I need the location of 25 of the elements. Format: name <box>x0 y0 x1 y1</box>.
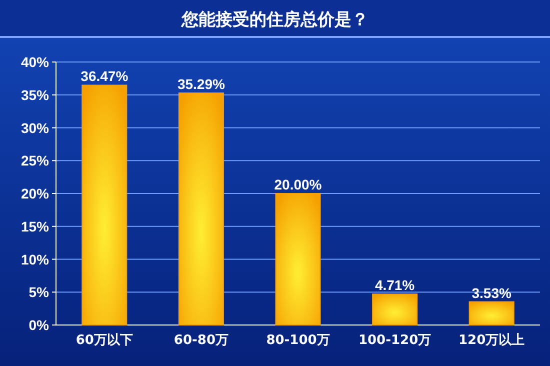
data-label: 4.71% <box>374 277 416 294</box>
y-tick-label: 10% <box>20 251 50 268</box>
chart-title: 您能接受的住房总价是？ <box>180 10 368 30</box>
bar <box>275 193 321 326</box>
y-tick-label: 20% <box>20 186 50 202</box>
data-label: 35.29% <box>177 76 226 92</box>
data-label: 36.47% <box>80 68 129 84</box>
y-tick-label: 35% <box>20 86 50 103</box>
bar <box>82 84 128 326</box>
data-label: 3.53% <box>472 284 512 301</box>
y-tick-label: 5% <box>28 284 50 300</box>
x-tick-label: 100-120万 <box>358 333 432 348</box>
x-tick-label: 60-80万 <box>174 333 228 348</box>
bar <box>178 92 224 326</box>
bar <box>468 301 514 326</box>
x-tick-label: 60万以下 <box>76 333 133 348</box>
x-tick-label: 80-100万 <box>266 333 330 348</box>
data-label: 20.00% <box>274 176 322 192</box>
y-tick-label: 15% <box>20 218 50 234</box>
bar <box>372 294 418 326</box>
x-tick-label: 120万以上 <box>458 333 525 348</box>
y-tick-label: 30% <box>20 120 50 136</box>
y-tick-label: 40% <box>20 54 50 70</box>
y-tick-label: 25% <box>20 152 50 169</box>
y-tick-label: 0% <box>28 317 50 333</box>
